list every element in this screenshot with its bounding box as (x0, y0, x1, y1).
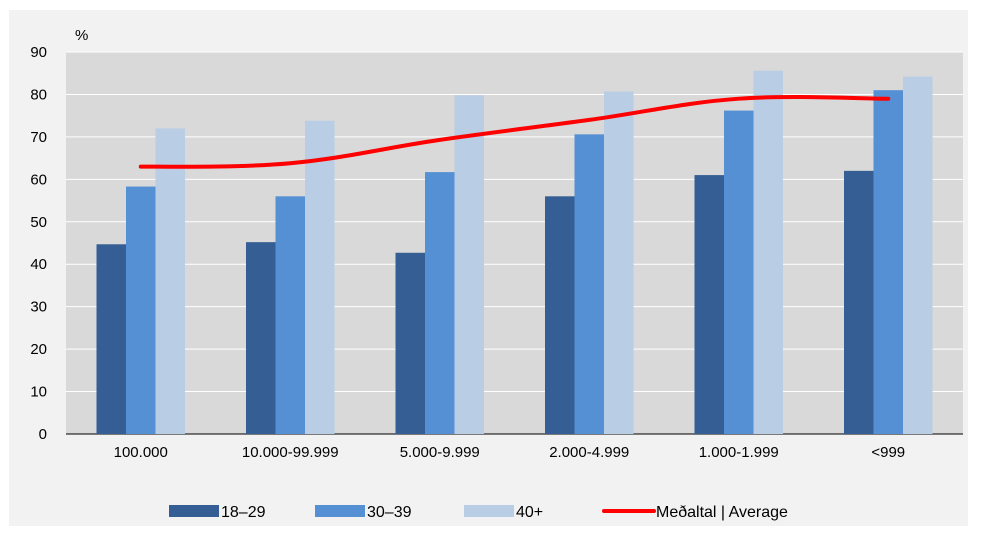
chart: 0 10 20 30 40 50 60 70 80 90 % 100.000 10.000-99.9… (30, 27, 963, 521)
average-line-group (138, 94, 891, 169)
bar (753, 70, 783, 435)
y-tick-label: 10 (30, 384, 47, 401)
x-tick-label: 2.000-4.999 (549, 444, 629, 461)
y-tick-label: 90 (30, 44, 47, 61)
bar (694, 175, 724, 435)
x-tick-label: 5.000-9.999 (400, 444, 480, 461)
y-tick-label: 40 (30, 256, 47, 273)
bar (305, 120, 335, 434)
y-tick-label: 80 (30, 86, 47, 103)
y-tick-label: 0 (39, 426, 47, 443)
y-axis: 0 10 20 30 40 50 60 70 80 90 (30, 44, 963, 443)
bar (126, 186, 156, 434)
x-axis: 100.000 10.000-99.999 5.000-9.999 2.000-4.9… (114, 444, 906, 461)
bar (844, 170, 874, 434)
legend-swatch (464, 505, 514, 517)
legend-swatch (315, 505, 365, 517)
y-tick-label: 60 (30, 171, 47, 188)
bar (246, 242, 276, 434)
legend-label: 40+ (516, 504, 543, 521)
legend-label: 18–29 (221, 504, 266, 521)
bar (545, 196, 575, 434)
x-tick-label: 10.000-99.999 (242, 444, 339, 461)
x-tick-label: 100.000 (114, 444, 168, 461)
bar (275, 196, 305, 434)
bar (425, 172, 455, 434)
legend-label: Meðaltal | Average (656, 504, 788, 521)
bar (395, 252, 425, 434)
x-tick-label: 1.000-1.999 (699, 444, 779, 461)
y-tick-label: 20 (30, 341, 47, 358)
y-tick-label: 70 (30, 129, 47, 146)
bar (155, 128, 185, 434)
bar (96, 244, 126, 434)
bar (604, 91, 634, 435)
average-line (138, 94, 891, 169)
legend-label: 30–39 (367, 504, 412, 521)
plot-area (66, 52, 963, 434)
y-tick-label: 50 (30, 214, 47, 231)
y-unit-label: % (75, 27, 88, 44)
gridlines (66, 51, 963, 393)
y-tick-label: 30 (30, 299, 47, 316)
legend-swatch (169, 505, 219, 517)
bar (903, 76, 933, 435)
bar (873, 90, 903, 434)
x-tick-label: <999 (871, 444, 905, 461)
bar (454, 95, 484, 434)
legend: 18–29 30–39 40+ Meðaltal | Average (169, 504, 788, 521)
bar (724, 110, 754, 434)
bars (96, 70, 933, 435)
bar (574, 134, 604, 434)
chart-frame: 0 10 20 30 40 50 60 70 80 90 % 100.000 10.000-99.9… (9, 10, 968, 526)
